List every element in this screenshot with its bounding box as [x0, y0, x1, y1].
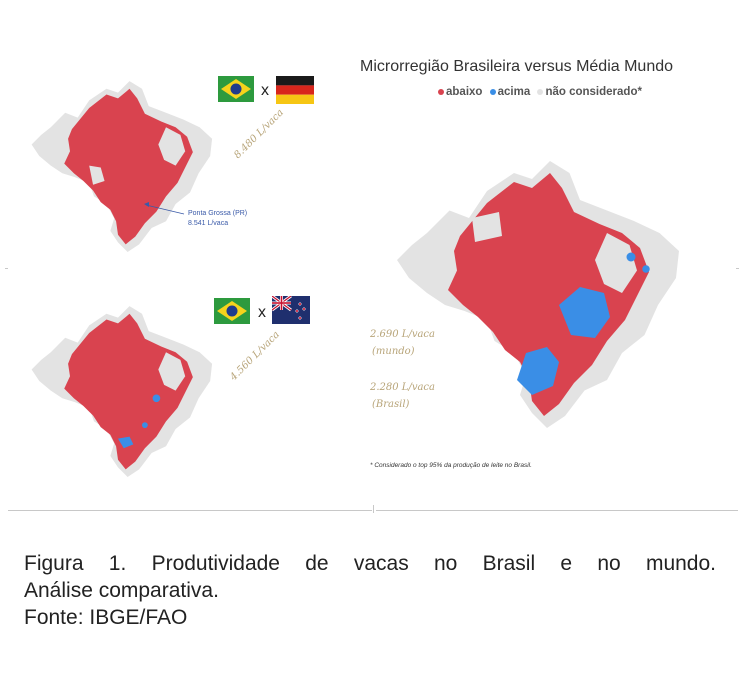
legend: abaixo acima não considerado*	[438, 86, 646, 98]
frame-bottom-left	[8, 510, 372, 511]
ponta-grossa-arrow	[145, 204, 185, 215]
world-label: (mundo)	[372, 346, 415, 357]
brazil-label: (Brasil)	[372, 399, 410, 410]
versus-separator: x	[258, 304, 266, 321]
frame-divider	[373, 505, 374, 513]
legend-item-nao-considerado: não considerado*	[537, 86, 642, 98]
germany-comparison-map	[31, 81, 213, 253]
new-zealand-flag	[272, 296, 310, 324]
germany-flag	[276, 76, 314, 104]
versus-separator: x	[261, 82, 269, 99]
legend-item-acima: acima	[489, 86, 530, 98]
figure-caption: Figura 1. Produtividade de vacas no Bras…	[24, 550, 716, 631]
brazil-flag	[214, 298, 250, 324]
brazil-value: 2.280 L/vaca	[370, 382, 435, 393]
frame-tick-right	[736, 268, 739, 269]
world-value: 2.690 L/vaca	[370, 329, 435, 340]
main-brazil-map	[397, 161, 679, 428]
caption-line-2: Análise comparativa.	[24, 579, 219, 602]
legend-item-abaixo: abaixo	[438, 86, 482, 98]
maps-svg	[31, 81, 679, 477]
map-title: Microrregião Brasileira versus Média Mun…	[360, 58, 674, 75]
frame-bottom-right	[376, 510, 738, 511]
brazil-flag	[218, 76, 254, 102]
ponta-grossa-annotation: Ponta Grossa (PR) 8.541 L/vaca	[188, 210, 248, 227]
footnote: * Considerado o top 95% da produção de l…	[370, 462, 532, 469]
nz-comparison-map	[31, 306, 213, 477]
figure: Microrregião Brasileira versus Média Mun…	[5, 58, 739, 513]
caption-source: Fonte: IBGE/FAO	[24, 606, 188, 629]
caption-line-1: Figura 1. Produtividade de vacas no Bras…	[24, 552, 716, 575]
frame-tick-left	[5, 268, 8, 269]
